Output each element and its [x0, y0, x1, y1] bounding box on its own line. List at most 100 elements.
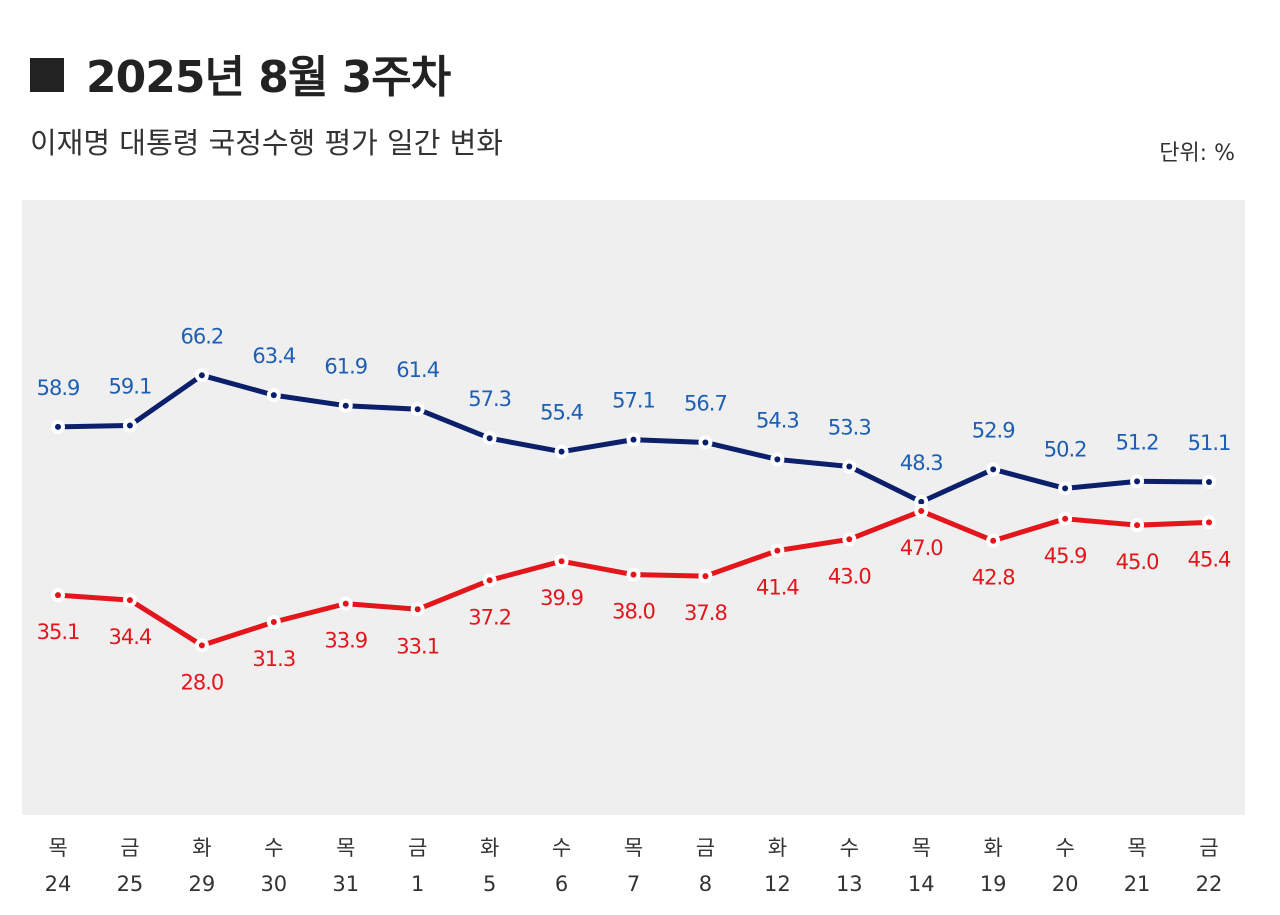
- point-center: [990, 537, 997, 544]
- point-center: [774, 547, 781, 554]
- x-tick-label: 8: [699, 872, 712, 896]
- point-center: [486, 577, 493, 584]
- x-weekday-label: 수: [1055, 836, 1074, 860]
- x-weekday-label: 화: [480, 836, 499, 860]
- x-weekday-label: 목: [336, 836, 355, 860]
- value-label: 55.4: [540, 401, 583, 425]
- x-tick-label: 21: [1124, 872, 1151, 896]
- value-label: 61.9: [324, 355, 367, 379]
- point-center: [1206, 519, 1212, 526]
- value-label: 58.9: [37, 376, 80, 400]
- value-label: 61.4: [396, 358, 439, 382]
- x-weekday-label: 화: [984, 836, 1003, 860]
- value-label: 63.4: [252, 344, 295, 368]
- value-label: 66.2: [180, 324, 223, 348]
- unit-label: 단위: %: [1159, 141, 1235, 166]
- point-center: [342, 402, 349, 409]
- value-label: 56.7: [684, 391, 727, 415]
- x-tick-label: 22: [1196, 872, 1223, 896]
- point-center: [198, 642, 205, 649]
- x-tick-label: 30: [260, 872, 287, 896]
- point-center: [990, 466, 997, 473]
- x-tick-label: 12: [764, 872, 791, 896]
- x-weekday-label: 금: [408, 836, 427, 860]
- x-weekday-label: 화: [192, 836, 211, 860]
- value-label: 51.1: [1188, 431, 1231, 455]
- value-label: 54.3: [756, 408, 799, 432]
- value-label: 33.9: [324, 629, 367, 653]
- x-tick-label: 1: [411, 872, 424, 896]
- x-tick-label: 7: [627, 872, 640, 896]
- point-center: [126, 597, 133, 604]
- value-label: 57.1: [612, 389, 655, 413]
- value-label: 57.3: [468, 387, 511, 411]
- value-label: 42.8: [972, 566, 1015, 590]
- point-center: [846, 463, 853, 470]
- x-weekday-label: 금: [696, 836, 715, 860]
- point-center: [702, 439, 709, 446]
- value-label: 39.9: [540, 586, 583, 610]
- point-center: [414, 606, 421, 613]
- value-label: 59.1: [109, 375, 152, 399]
- point-center: [1206, 479, 1212, 486]
- value-label: 50.2: [1044, 437, 1087, 461]
- value-label: 33.1: [396, 634, 439, 658]
- point-center: [774, 456, 781, 463]
- point-center: [558, 448, 565, 455]
- value-label: 41.4: [756, 576, 799, 600]
- x-weekday-label: 목: [624, 836, 643, 860]
- x-weekday-label: 화: [768, 836, 787, 860]
- x-tick-label: 14: [908, 872, 935, 896]
- value-label: 28.0: [180, 670, 223, 694]
- point-center: [1134, 478, 1141, 485]
- x-tick-label: 24: [45, 872, 72, 896]
- plot: 목 24 금 25 화 29 수 30 목 31 금 1 화 5 수 6 목 7 금 8 화 12 수 13 목 14 화 19 수 20…: [37, 324, 1232, 896]
- value-label: 35.1: [37, 620, 80, 644]
- value-label: 37.8: [684, 601, 727, 625]
- point-center: [558, 558, 565, 565]
- x-tick-label: 25: [117, 872, 144, 896]
- point-center: [918, 498, 925, 505]
- chart-subtitle: 이재명 대통령 국정수행 평가 일간 변화: [30, 126, 503, 160]
- x-weekday-label: 금: [120, 836, 139, 860]
- point-center: [198, 372, 205, 379]
- x-weekday-label: 목: [912, 836, 931, 860]
- value-label: 45.9: [1044, 544, 1087, 568]
- x-weekday-label: 수: [552, 836, 571, 860]
- value-label: 38.0: [612, 600, 655, 624]
- value-label: 51.2: [1116, 430, 1159, 454]
- point-center: [1062, 515, 1069, 522]
- value-label: 53.3: [828, 416, 871, 440]
- point-center: [55, 423, 61, 430]
- x-weekday-label: 목: [48, 836, 67, 860]
- point-center: [630, 436, 637, 443]
- x-tick-label: 6: [555, 872, 568, 896]
- point-center: [270, 619, 277, 626]
- point-center: [630, 571, 637, 578]
- point-center: [486, 435, 493, 442]
- x-tick-label: 20: [1052, 872, 1079, 896]
- x-tick-label: 13: [836, 872, 863, 896]
- x-tick-label: 5: [483, 872, 496, 896]
- value-label: 43.0: [828, 564, 871, 588]
- point-center: [414, 406, 421, 413]
- point-center: [918, 508, 925, 515]
- x-weekday-label: 수: [840, 836, 859, 860]
- x-weekday-label: 목: [1127, 836, 1146, 860]
- x-tick-label: 29: [189, 872, 216, 896]
- point-center: [846, 536, 853, 543]
- point-center: [55, 592, 61, 599]
- plot-background: [22, 200, 1245, 815]
- x-weekday-label: 수: [264, 836, 283, 860]
- value-label: 37.2: [468, 605, 511, 629]
- point-center: [126, 422, 133, 429]
- value-label: 34.4: [109, 625, 152, 649]
- point-center: [702, 573, 709, 580]
- value-label: 48.3: [900, 451, 943, 475]
- x-tick-label: 19: [980, 872, 1007, 896]
- point-center: [1062, 485, 1069, 492]
- title-bullet: [30, 58, 64, 92]
- value-label: 52.9: [972, 418, 1015, 442]
- x-tick-label: 31: [332, 872, 359, 896]
